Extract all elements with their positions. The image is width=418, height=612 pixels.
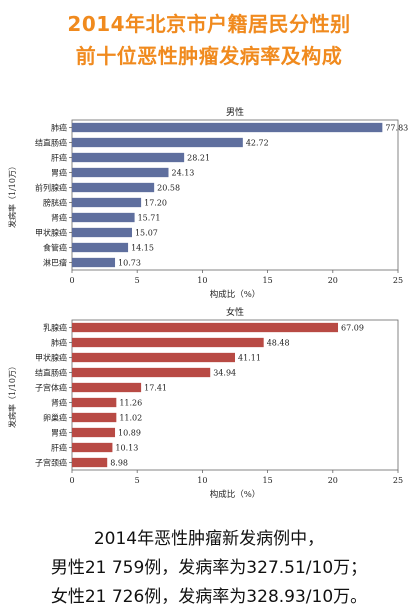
data-label: 11.02 xyxy=(119,414,142,423)
y-tick-label: 肾癌 xyxy=(51,213,67,223)
page-title-line2: 前十位恶性肿瘤发病率及构成 xyxy=(75,44,343,68)
x-tick-label: 25 xyxy=(393,276,403,285)
x-tick-label: 25 xyxy=(393,476,403,485)
bar xyxy=(72,337,264,348)
y-tick-label: 甲状腺癌 xyxy=(35,353,67,363)
plot-frame xyxy=(71,119,399,271)
data-label: 17.41 xyxy=(144,384,167,393)
data-label: 10.13 xyxy=(115,444,138,453)
data-label: 10.89 xyxy=(118,429,141,438)
bar xyxy=(72,322,339,333)
bar xyxy=(72,442,113,453)
data-label: 10.73 xyxy=(118,259,141,268)
bar xyxy=(72,197,142,208)
y-tick-label: 子宫体癌 xyxy=(35,383,67,393)
data-label: 15.07 xyxy=(135,229,158,238)
data-label: 17.20 xyxy=(144,199,167,208)
y-axis-label: 发病率（1/10万） xyxy=(7,362,17,428)
bar xyxy=(72,212,135,223)
data-label: 8.98 xyxy=(110,459,128,468)
data-label: 11.26 xyxy=(119,399,142,408)
bar xyxy=(72,352,235,363)
chart-title: 男性 xyxy=(226,106,244,118)
bar xyxy=(72,137,243,148)
data-label: 77.83 xyxy=(385,124,408,133)
x-tick-label: 0 xyxy=(69,276,74,285)
bar xyxy=(72,242,129,253)
data-label: 34.94 xyxy=(213,369,236,378)
x-axis-label: 构成比（%） xyxy=(210,489,261,500)
x-axis-label: 构成比（%） xyxy=(210,289,261,300)
bar xyxy=(72,382,142,393)
bar xyxy=(72,167,169,178)
x-tick-label: 10 xyxy=(197,476,207,485)
data-label: 15.71 xyxy=(138,214,161,223)
x-tick-label: 5 xyxy=(135,476,140,485)
y-tick-label: 肝癌 xyxy=(51,443,67,453)
y-tick-label: 胃癌 xyxy=(51,168,67,178)
x-tick-label: 20 xyxy=(328,476,338,485)
data-label: 24.13 xyxy=(171,169,194,178)
x-tick-label: 0 xyxy=(69,476,74,485)
data-label: 14.15 xyxy=(131,244,154,253)
caption-line2: 男性21 759例，发病率为327.51/10万； xyxy=(50,558,368,578)
y-tick-label: 肝癌 xyxy=(51,153,67,163)
x-tick-label: 20 xyxy=(328,276,338,285)
y-tick-label: 肾癌 xyxy=(51,398,67,408)
y-tick-label: 肺癌 xyxy=(51,338,67,348)
y-tick-label: 子宫颈癌 xyxy=(35,458,67,468)
y-tick-label: 甲状腺癌 xyxy=(35,228,67,238)
y-tick-label: 膀胱癌 xyxy=(43,198,67,208)
y-tick-label: 结直肠癌 xyxy=(35,368,67,378)
bar xyxy=(72,367,211,378)
y-tick-label: 淋巴瘤 xyxy=(43,258,67,268)
bar xyxy=(72,427,116,438)
bar xyxy=(72,152,185,163)
y-axis-label: 发病率（1/10万） xyxy=(7,162,17,228)
data-label: 28.21 xyxy=(187,154,210,163)
bar xyxy=(72,182,155,193)
data-label: 48.48 xyxy=(267,339,290,348)
y-tick-label: 乳腺癌 xyxy=(43,323,67,333)
caption-line3: 女性21 726例，发病率为328.93/10万。 xyxy=(50,587,368,607)
bar xyxy=(72,412,117,423)
bar xyxy=(72,257,116,268)
plot-frame xyxy=(71,319,399,471)
y-tick-label: 食管癌 xyxy=(43,243,67,253)
y-tick-label: 结直肠癌 xyxy=(35,138,67,148)
x-tick-label: 15 xyxy=(263,276,273,285)
x-tick-label: 5 xyxy=(135,276,140,285)
bar xyxy=(72,457,108,468)
bar xyxy=(72,122,383,133)
data-label: 67.09 xyxy=(341,324,364,333)
caption-line1: 2014年恶性肿瘤新发病例中， xyxy=(93,529,325,549)
bar xyxy=(72,227,132,238)
y-tick-label: 卵巢癌 xyxy=(43,413,67,423)
chart-title: 女性 xyxy=(226,306,244,318)
x-tick-label: 10 xyxy=(197,276,207,285)
data-label: 20.58 xyxy=(157,184,180,193)
data-label: 42.72 xyxy=(246,139,269,148)
page-title-line1: 2014年北京市户籍居民分性别 xyxy=(67,12,351,36)
data-label: 41.11 xyxy=(238,354,261,363)
bar xyxy=(72,397,117,408)
x-tick-label: 15 xyxy=(263,476,273,485)
y-tick-label: 胃癌 xyxy=(51,428,67,438)
y-tick-label: 肺癌 xyxy=(51,123,67,133)
y-tick-label: 前列腺癌 xyxy=(35,183,67,193)
